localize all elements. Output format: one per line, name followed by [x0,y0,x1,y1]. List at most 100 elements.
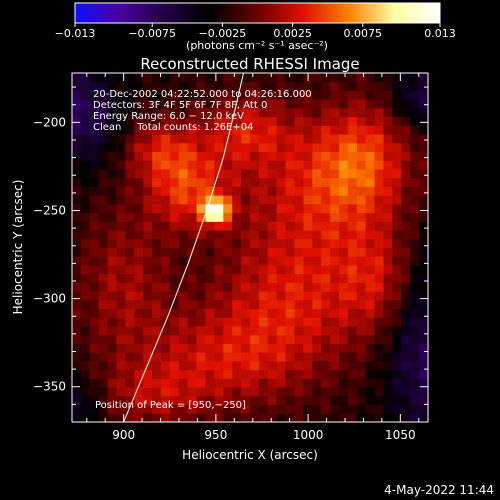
heatmap-cell [356,230,367,240]
heatmap-cell [152,151,162,161]
heatmap-cell [356,81,367,91]
heatmap-cell [330,99,340,109]
heatmap-cell [98,90,109,100]
heatmap-cell [178,160,189,170]
heatmap-cell [401,352,411,362]
heatmap-cell [410,221,420,231]
heatmap-cell [223,238,233,248]
heatmap-cell [125,99,135,109]
heatmap-cell [143,308,153,318]
heatmap-cell [365,308,376,318]
heatmap-cell [321,125,331,135]
heatmap-cell [169,247,180,257]
heatmap-cell [267,334,278,344]
heatmap-cell [258,413,269,422]
heatmap-cell [374,308,384,318]
colorbar-tick-label: 0.0075 [344,27,383,40]
heatmap-cell [276,317,287,327]
heatmap-cell [134,404,144,414]
heatmap-cell [250,160,260,170]
heatmap-cell [410,264,420,275]
heatmap-cell [107,247,117,257]
heatmap-cell [267,387,278,397]
y-axis-ticks: −350−300−250−200 [33,86,428,405]
heatmap-cell [312,308,322,318]
heatmap-cell [161,273,171,283]
heatmap-cell [241,360,251,371]
heatmap-cell [419,334,428,344]
heatmap-cell [223,221,233,231]
heatmap-cell [232,186,242,196]
heatmap-cell [98,247,109,257]
heatmap-cell [419,404,428,414]
heatmap-cell [187,334,198,344]
heatmap-cell [169,387,180,397]
heatmap-cell [205,134,215,144]
heatmap-cell [347,238,358,248]
heatmap-cell [125,125,135,135]
heatmap-cell [383,203,393,214]
heatmap-cell [392,387,402,397]
heatmap-cell [392,273,402,283]
heatmap-cell [330,212,340,222]
heatmap-cell [330,369,340,379]
heatmap-cell [410,273,420,283]
heatmap-cell [178,273,189,283]
heatmap-cell [223,387,233,397]
annotation-clean-counts: Clean Total counts: 1.26E+04 [93,122,253,133]
heatmap-cell [161,238,171,248]
heatmap-cell [321,326,331,336]
heatmap-cell [267,317,278,327]
heatmap-cell [214,81,224,91]
heatmap-cell [276,395,287,406]
heatmap-cell [241,230,251,240]
heatmap-cell [116,256,126,266]
heatmap-cell [330,238,340,248]
plot-frame [71,72,429,423]
heatmap-cell [98,326,109,336]
heatmap-cell [419,326,428,336]
heatmap-cell [205,264,215,275]
heatmap-cell [250,99,260,109]
heatmap-cell [143,195,153,205]
heatmap-cell [143,299,153,310]
heatmap-cell [89,308,100,318]
heatmap-cell [321,273,331,283]
heatmap-cell [134,264,144,275]
heatmap-cell [134,413,144,422]
heatmap-cell [205,247,215,257]
heatmap-cell [143,413,153,422]
heatmap-cell [98,134,109,144]
heatmap-cell [347,413,358,422]
heatmap-cell [89,177,100,187]
heatmap-cell [98,107,109,118]
heatmap-cell [392,413,402,422]
heatmap-cell [365,151,376,161]
heatmap-cell [356,360,367,371]
heatmap-cell [214,273,224,283]
heatmap-cell [107,116,117,126]
heatmap-cell [152,326,162,336]
heatmap-cell [267,90,278,100]
heatmap-cell [303,116,313,126]
heatmap-cell [401,230,411,240]
heatmap-cell [125,369,135,379]
heatmap-cell [303,160,313,170]
heatmap-cell [125,203,135,214]
heatmap-cell [205,186,215,196]
heatmap-cell [98,299,109,310]
heatmap-cell [250,203,260,214]
heatmap-cell [365,404,376,414]
heatmap-cell [250,125,260,135]
heatmap-cell [134,299,144,310]
heatmap-cell [401,186,411,196]
heatmap-cell [392,256,402,266]
heatmap-cell [89,134,100,144]
heatmap-cell [250,273,260,283]
heatmap-cell [107,352,117,362]
heatmap-cell [383,308,393,318]
heatmap-cell [205,212,215,222]
heatmap-cell [401,116,411,126]
heatmap-cell [258,195,269,205]
heatmap-cell [250,352,260,362]
